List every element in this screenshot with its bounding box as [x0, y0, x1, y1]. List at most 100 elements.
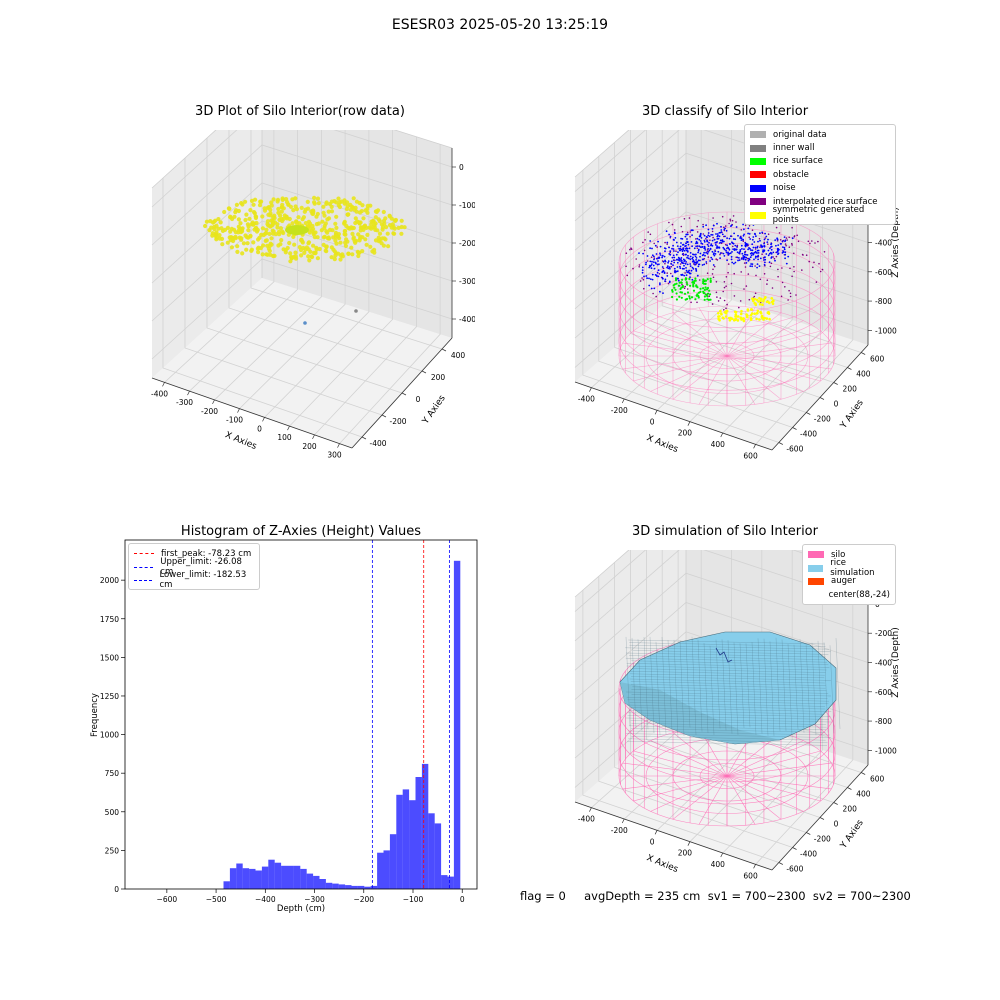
histogram-legend-entry: Lower_limit: -182.53 cm: [134, 570, 254, 590]
raw-point: [323, 248, 328, 253]
cls-interpolated-point: [723, 281, 726, 283]
cls-interpolated-point: [639, 280, 642, 282]
cls-interpolated-point: [725, 285, 727, 288]
cls-noise-point: [645, 263, 647, 266]
classify-legend-label: rice surface: [773, 156, 823, 167]
cls-interpolated-point: [712, 217, 714, 219]
cls-noise-point: [706, 252, 709, 255]
cls-noise-point: [656, 257, 658, 260]
cls-noise-point: [697, 251, 699, 254]
cls-interpolated-point: [723, 286, 726, 289]
raw-y-gridline: [162, 178, 363, 438]
cls-interpolated-point: [632, 267, 634, 270]
cls-interpolated-point: [709, 239, 711, 241]
cls-noise-point: [676, 270, 679, 272]
cls-interpolated-point: [626, 274, 629, 277]
raw-x-axis-line: [151, 377, 353, 449]
cls-noise-point: [736, 256, 739, 259]
raw-point: [385, 231, 390, 236]
cls-interpolated-point: [644, 239, 646, 241]
classify-legend-entry: obstacle: [750, 168, 890, 181]
cls-noise-point: [751, 238, 754, 241]
raw-y-tick-label: 0: [416, 395, 421, 404]
raw-point: [306, 241, 311, 246]
cls-noise-point: [699, 255, 701, 258]
cls-noise-point: [783, 236, 786, 239]
sim-x-tick: [621, 818, 625, 824]
sim-mesh-line: [631, 723, 827, 728]
sim-x-tick: [687, 841, 691, 846]
cls-noise-point: [661, 256, 663, 259]
cls-noise-point: [734, 238, 737, 241]
histogram-bar: [306, 873, 314, 889]
raw-point: [377, 231, 383, 236]
raw-plot-title: 3D Plot of Silo Interior(row data): [195, 104, 405, 119]
histogram-bar: [255, 870, 262, 889]
cls-noise-point: [716, 222, 718, 225]
cls-noise-point: [666, 265, 669, 268]
histogram-bar: [293, 865, 301, 889]
cls-noise-point: [748, 233, 751, 235]
cls-rice-point: [675, 282, 678, 285]
cls-noise-point: [658, 257, 660, 260]
cls-symmetric-point: [717, 317, 720, 321]
cls-noise-point: [701, 245, 704, 248]
cls-noise-point: [743, 253, 746, 256]
cls-noise-point: [715, 241, 718, 244]
cls-noise-point: [780, 243, 782, 245]
cls-noise-point: [727, 251, 729, 254]
cls-noise-point: [670, 263, 673, 265]
cls-noise-point: [705, 224, 707, 227]
cls-noise-point: [742, 234, 745, 237]
raw-point: [248, 208, 253, 213]
cls-x-tick: [654, 410, 658, 415]
histogram-bar: [357, 885, 365, 889]
sim-x-gridline: [755, 555, 854, 865]
raw-point: [225, 240, 230, 245]
cls-noise-point: [683, 274, 686, 277]
histogram-legend: first_peak: -78.23 cm Upper_limit: -26.08…: [128, 543, 260, 590]
cls-rice-point: [679, 291, 682, 294]
cls-noise-point: [774, 239, 777, 242]
raw-point: [314, 214, 319, 219]
cls-noise-point: [662, 292, 664, 294]
sim-mesh-line: [629, 642, 826, 647]
cls-noise-point: [662, 260, 665, 263]
cls-noise-point: [668, 233, 670, 236]
cls-noise-point: [665, 230, 668, 233]
raw-point: [399, 218, 404, 223]
cls-noise-point: [727, 246, 729, 249]
cls-noise-point: [715, 233, 717, 235]
sim-y-tick-label: 600: [870, 775, 885, 784]
sim-mesh-line: [751, 642, 757, 735]
cls-noise-point: [772, 251, 775, 254]
cls-noise-point: [679, 267, 682, 270]
sim-mesh-line: [625, 647, 831, 652]
cls-noise-point: [749, 265, 752, 267]
cls-noise-point: [774, 259, 776, 262]
cls-interpolated-point: [689, 231, 692, 233]
cls-noise-point: [750, 249, 752, 252]
cls-rice-point: [704, 279, 708, 282]
cls-rice-point: [697, 294, 700, 298]
cls-interpolated-point: [740, 229, 743, 231]
histogram-x-tick-label: −400: [255, 895, 276, 904]
cls-noise-point: [722, 246, 725, 249]
cls-interpolated-point: [724, 243, 727, 246]
cls-y-tick: [806, 412, 811, 415]
cls-x-tick: [621, 398, 625, 404]
raw-y-gridline: [206, 138, 403, 394]
cls-interpolated-point: [785, 237, 788, 239]
cls-noise-point: [752, 253, 755, 256]
histogram-bar: [313, 875, 320, 889]
cls-rice-point: [691, 281, 694, 284]
cls-noise-point: [716, 235, 719, 238]
cls-silo-bottom-ring: [699, 343, 755, 369]
cls-noise-point: [676, 266, 679, 268]
cls-interpolated-point: [777, 275, 779, 278]
cls-interpolated-point: [775, 255, 778, 258]
cls-y-tick-label: -200: [814, 415, 831, 424]
raw-point: [338, 240, 343, 245]
classify-legend-entry: inner wall: [750, 141, 890, 154]
raw-point: [312, 195, 317, 200]
